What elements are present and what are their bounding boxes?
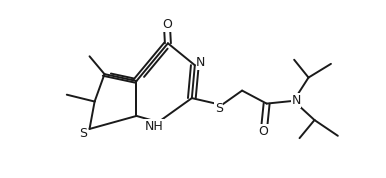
- Text: N: N: [291, 94, 301, 107]
- Text: S: S: [80, 127, 88, 140]
- Text: O: O: [258, 125, 268, 138]
- Text: O: O: [162, 18, 172, 31]
- Text: NH: NH: [145, 120, 164, 133]
- Text: S: S: [215, 102, 223, 115]
- Text: N: N: [196, 56, 205, 69]
